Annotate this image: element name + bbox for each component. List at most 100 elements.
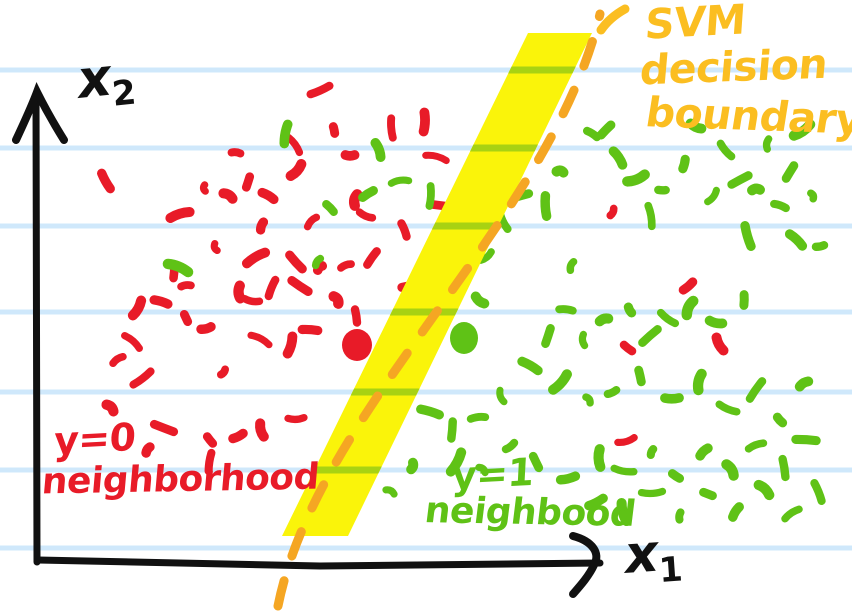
scatter-dot xyxy=(177,281,195,291)
scatter-dot xyxy=(406,457,419,475)
scatter-dot xyxy=(355,208,377,222)
annotation-svm: SVM xyxy=(643,0,748,49)
scatter-dot xyxy=(744,439,768,453)
scatter-dot xyxy=(349,189,363,211)
scatter-dot xyxy=(728,502,744,522)
y-axis-label: x2 xyxy=(74,47,138,115)
scatter-dot xyxy=(745,377,767,403)
scatter-dot xyxy=(363,247,381,269)
scatter-dot xyxy=(541,324,555,348)
scatter-dot xyxy=(616,497,632,527)
scatter-dot xyxy=(218,188,238,204)
scatter-dot xyxy=(699,487,717,501)
scatter-dot xyxy=(619,340,637,356)
scatter-dot xyxy=(555,471,581,485)
scatter-dot xyxy=(678,277,698,295)
scatter-dot xyxy=(340,150,360,161)
scatter-dot xyxy=(810,479,826,505)
scatter-dot xyxy=(312,261,328,275)
scatter-dot xyxy=(285,250,307,274)
scatter-dot xyxy=(584,493,608,511)
y-axis-arrowhead xyxy=(12,82,68,144)
ruled-line-2 xyxy=(0,223,852,229)
scatter-dot xyxy=(210,239,221,255)
annotation-boundary: boundary xyxy=(642,88,852,144)
scatter-dot xyxy=(284,413,308,424)
scatter-dot xyxy=(791,434,821,446)
scatter-dot xyxy=(778,454,790,482)
scatter-dot xyxy=(740,221,756,251)
scatter-dot xyxy=(422,151,450,165)
scatter-dot xyxy=(692,368,707,396)
scatter-dot xyxy=(644,201,656,231)
x-axis-label-subscript: 1 xyxy=(657,549,684,591)
annotation-decision: decision xyxy=(637,39,830,95)
scatter-dot xyxy=(496,386,508,406)
scatter-dot xyxy=(715,400,741,416)
scatter-dot xyxy=(285,159,307,181)
scatter-dot xyxy=(753,479,775,501)
scatter-dot xyxy=(811,241,829,251)
scatter-dot xyxy=(387,176,413,187)
scatter-dot xyxy=(370,138,386,162)
scatter-dot xyxy=(358,186,378,202)
scatter-dot xyxy=(204,448,216,476)
scatter-dot xyxy=(501,438,519,454)
scatter-dot xyxy=(337,260,355,272)
scatter-dot xyxy=(781,505,803,523)
scatter-dot xyxy=(606,204,618,220)
scatter-dot xyxy=(638,325,662,347)
scatter-dot xyxy=(788,119,816,141)
scatter-dot xyxy=(228,428,248,444)
scatter-dot xyxy=(241,172,255,192)
scatter-dot xyxy=(608,146,628,170)
scatter-dot xyxy=(202,432,218,448)
scatter-dot xyxy=(794,376,814,392)
scatter-dot xyxy=(555,305,577,315)
scatter-dot xyxy=(306,81,334,99)
scatter-dot xyxy=(704,315,728,329)
scatter-dot xyxy=(328,122,340,138)
scatter-dot xyxy=(678,154,690,174)
scatter-dot xyxy=(716,139,736,161)
scatter-dot xyxy=(445,447,467,477)
scatter-dot xyxy=(466,412,490,423)
scatter-dot xyxy=(322,200,338,216)
scatter-dot xyxy=(610,464,638,476)
scatter-dot xyxy=(255,418,269,442)
scatter-dot xyxy=(121,332,143,352)
scatter-dot xyxy=(247,331,273,349)
scatter-dot xyxy=(470,291,490,309)
scatter-dot xyxy=(656,308,680,328)
scatter-dot xyxy=(227,148,245,158)
scatter-dot xyxy=(622,169,650,187)
scatter-dot xyxy=(711,332,729,356)
scatter-dot xyxy=(770,199,790,213)
ruled-line-5 xyxy=(0,467,852,473)
y-axis-label-base: x xyxy=(74,47,114,111)
scatter-dot xyxy=(416,404,444,420)
scatter-dot xyxy=(593,444,606,472)
scatter-dot xyxy=(241,247,271,269)
scatter-dot xyxy=(582,393,594,407)
scatter-dot xyxy=(603,385,621,399)
scatter-dot xyxy=(634,365,646,387)
scatter-dot xyxy=(695,443,713,461)
ruled-line-0 xyxy=(0,67,852,73)
scatter-dot xyxy=(681,295,699,321)
scatter-dot xyxy=(311,254,325,270)
scatter-dot xyxy=(418,107,430,137)
scatter-dot xyxy=(199,181,209,195)
scatter-dot xyxy=(781,161,799,183)
y-axis-label-subscript: 2 xyxy=(110,72,138,115)
scatter-dot xyxy=(127,295,147,321)
scatter-dot xyxy=(772,412,788,428)
scatter-dot xyxy=(162,258,194,278)
scatter-dot xyxy=(109,352,127,368)
scatter-dot xyxy=(382,486,398,498)
scatter-dot xyxy=(101,399,119,417)
scatter-dot xyxy=(279,119,293,149)
scatter-dot xyxy=(784,229,808,251)
